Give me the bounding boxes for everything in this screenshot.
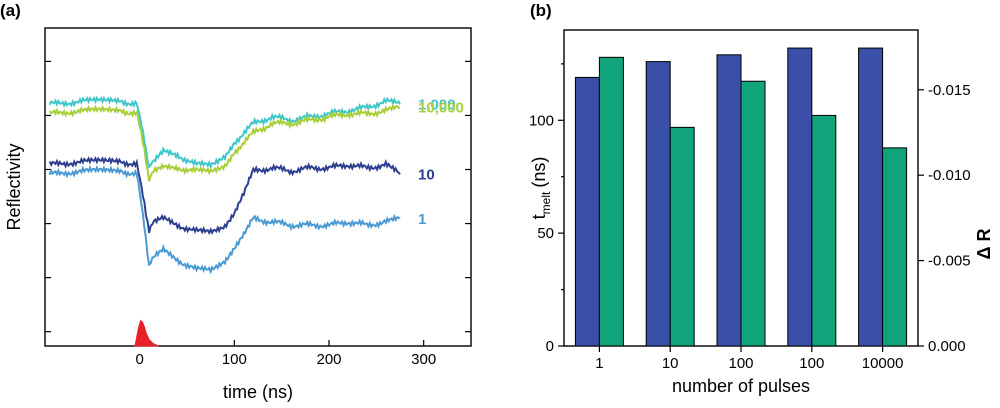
series-line-1 xyxy=(48,164,401,275)
x-tick-label: 0 xyxy=(135,351,143,368)
x-tick-label: 10 xyxy=(662,355,679,372)
series-label-10: 10 xyxy=(418,166,435,183)
panel-a-series xyxy=(48,95,401,347)
tmelt-unit: (ns) xyxy=(529,157,549,188)
x-tick-label: 100 xyxy=(799,355,824,372)
panel-b-x-axis-title: number of pulses xyxy=(672,376,810,396)
x-tick-label: 1 xyxy=(595,355,603,372)
series-line-10 xyxy=(48,155,401,236)
tmelt-symbol: t xyxy=(529,214,549,219)
x-tick-label: 100 xyxy=(222,351,247,368)
panel-b-left-y-axis-title: tmelt (ns) xyxy=(529,157,553,220)
x-tick-label: 200 xyxy=(316,351,341,368)
panel-b-label: (b) xyxy=(530,1,552,20)
bar-delta-r xyxy=(882,147,908,347)
series-label-1000: 1,000 xyxy=(418,96,456,113)
series-line-1000 xyxy=(48,95,401,170)
y-tick-label-left: 0 xyxy=(546,338,554,355)
panel-a-label: (a) xyxy=(0,1,21,20)
y-tick-label-left: 100 xyxy=(529,112,554,129)
y-tick-label-left: 50 xyxy=(537,225,554,242)
panel-a-x-axis-title: time (ns) xyxy=(223,382,293,402)
bar-tmelt xyxy=(858,47,884,347)
bar-delta-r xyxy=(669,126,695,347)
panel-b-right-y-axis-title: Δ R xyxy=(974,229,994,260)
panel-b-left-y-ticks: 0 50 100 xyxy=(529,63,564,355)
y-tick-label-right: 0.000 xyxy=(928,338,966,355)
bar-delta-r xyxy=(811,114,837,347)
tmelt-subscript: melt xyxy=(539,191,553,214)
panel-a-x-ticks: 0 100 200 300 xyxy=(135,340,436,368)
bar-tmelt xyxy=(574,76,600,347)
panel-a-y-ticks xyxy=(45,60,471,333)
bar-tmelt xyxy=(716,54,742,347)
panel-a-y-axis-title: Reflectivity xyxy=(4,143,24,230)
panel-b-x-ticks: 1 10 100 100 10000 xyxy=(595,346,903,372)
bar-tmelt xyxy=(787,47,813,347)
x-tick-label: 100 xyxy=(728,355,753,372)
pump-pulse-shape xyxy=(134,319,159,347)
panel-b-right-y-ticks: 0.000 -0.005 -0.010 -0.015 xyxy=(918,82,971,355)
panel-a-frame xyxy=(44,27,472,347)
panel-b-bars xyxy=(574,47,908,347)
bar-delta-r xyxy=(598,56,624,347)
bar-delta-r xyxy=(740,80,766,347)
bar-tmelt xyxy=(645,61,671,347)
series-label-1: 1 xyxy=(418,211,426,228)
x-tick-label: 300 xyxy=(411,351,436,368)
y-tick-label-right: -0.010 xyxy=(928,167,971,184)
y-tick-label-right: -0.015 xyxy=(928,82,971,99)
series-line-10000 xyxy=(48,102,401,182)
y-tick-label-right: -0.005 xyxy=(928,253,971,270)
series-label-10000: 10,000 xyxy=(418,100,464,117)
x-tick-label: 10000 xyxy=(862,355,904,372)
